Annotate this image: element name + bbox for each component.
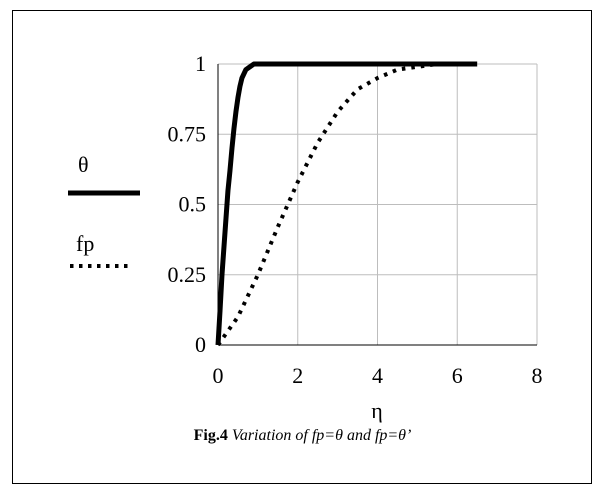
x-tick-label: 6 xyxy=(452,363,463,388)
figure-frame xyxy=(12,10,592,484)
legend: θ fp xyxy=(68,152,140,268)
y-tick-label: 0.25 xyxy=(168,262,207,287)
caption-fig-number: Fig.4 xyxy=(193,427,228,444)
tick-labels: 0 2 4 6 8 0 0.25 0.5 0.75 1 xyxy=(168,51,543,388)
y-tick-label: 0.75 xyxy=(168,121,207,146)
series-line-fp xyxy=(216,62,478,347)
legend-label-theta: θ xyxy=(78,152,89,177)
legend-label-fp: fp xyxy=(76,231,94,256)
x-tick-label: 0 xyxy=(213,363,224,388)
axes xyxy=(217,64,537,346)
y-tick-label: 0 xyxy=(195,332,206,357)
y-tick-label: 0.5 xyxy=(179,192,207,217)
x-tick-label: 4 xyxy=(372,363,383,388)
figure-caption: Fig.4 Variation of fp=θ and fp=θ’ xyxy=(0,427,605,445)
series-line-theta xyxy=(215,61,478,346)
grid xyxy=(217,63,538,346)
x-tick-label: 8 xyxy=(532,363,543,388)
x-axis-label: η xyxy=(371,398,383,423)
y-tick-label: 1 xyxy=(195,51,206,76)
x-tick-label: 2 xyxy=(292,363,303,388)
caption-description: Variation of fp=θ and fp=θ’ xyxy=(227,427,412,444)
series-layer xyxy=(215,61,478,347)
